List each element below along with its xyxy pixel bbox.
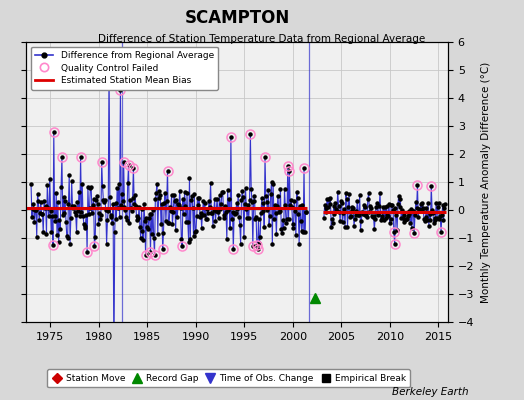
- Y-axis label: Monthly Temperature Anomaly Difference (°C): Monthly Temperature Anomaly Difference (…: [481, 61, 491, 303]
- Legend: Station Move, Record Gap, Time of Obs. Change, Empirical Break: Station Move, Record Gap, Time of Obs. C…: [47, 370, 410, 388]
- Title: SCAMPTON: SCAMPTON: [184, 8, 290, 26]
- Text: Berkeley Earth: Berkeley Earth: [392, 387, 469, 397]
- Text: Difference of Station Temperature Data from Regional Average: Difference of Station Temperature Data f…: [99, 34, 425, 44]
